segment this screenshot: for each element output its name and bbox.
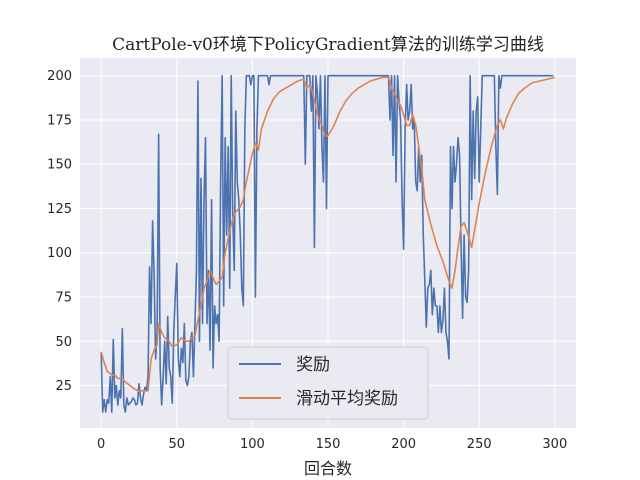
x-tick-label: 100 [240,437,265,452]
y-tick-labels: 25 50 75 100 125 150 175 200 [47,69,72,394]
y-tick-label: 125 [47,202,72,217]
legend-label-smoothed: 滑动平均奖励 [296,389,398,409]
legend-label-reward: 奖励 [296,355,330,375]
legend: 奖励 滑动平均奖励 [227,346,429,420]
y-tick-label: 150 [47,158,72,173]
y-tick-label: 100 [47,246,72,261]
x-tick-labels: 0 50 100 150 200 250 300 [97,437,567,452]
y-tick-label: 75 [55,290,72,305]
y-tick-label: 50 [55,335,72,350]
series-line-smoothed [100,76,556,392]
x-tick-label: 300 [542,437,567,452]
x-tick-label: 200 [391,437,416,452]
x-tick-label: 150 [316,437,341,452]
y-tick-label: 25 [55,379,72,394]
x-tick-label: 50 [169,437,186,452]
x-axis-label: 回合数 [304,459,352,478]
y-tick-label: 175 [47,113,72,128]
y-tick-label: 200 [47,69,72,84]
chart-title: CartPole-v0环境下PolicyGradient算法的训练学习曲线 [112,35,544,55]
series-line-reward [100,74,554,413]
x-tick-label: 250 [467,437,492,452]
series-lines [100,74,556,413]
x-tick-label: 0 [97,437,105,452]
